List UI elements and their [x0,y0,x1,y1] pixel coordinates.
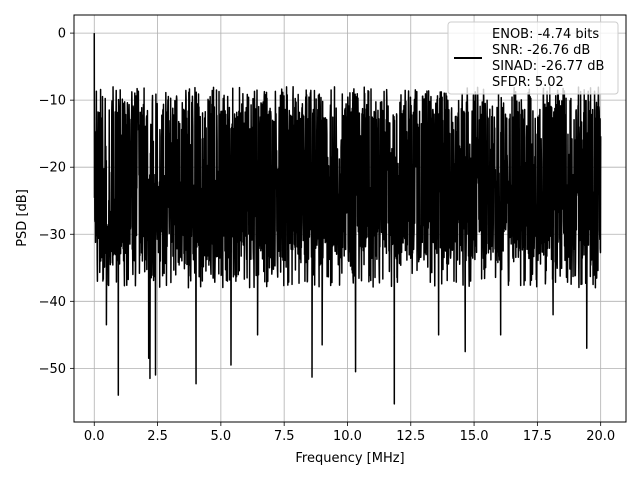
legend-line-snr: SNR: -26.76 dB [492,43,590,58]
y-axis-label: PSD [dB] [15,189,30,247]
y-tick-label: −10 [39,94,66,109]
y-tick-label: −40 [39,295,66,310]
y-axis: 0 −10 −20 −30 −40 −50 [39,27,74,377]
legend: ENOB: -4.74 bits SNR: -26.76 dB SINAD: -… [447,21,619,95]
y-tick-label: −50 [39,362,66,377]
legend-line-sfdr: SFDR: 5.02 [492,75,564,90]
legend-box [447,21,619,95]
x-axis-label: Frequency [MHz] [295,451,404,466]
psd-series-line [93,33,602,405]
x-tick-label: 17.5 [523,429,552,444]
x-tick-label: 10.0 [333,429,362,444]
x-axis: 0.0 2.5 5.0 7.5 10.0 12.5 15.0 17.5 20.0 [84,422,615,444]
x-tick-label: 0.0 [84,429,105,444]
x-tick-label: 20.0 [586,429,615,444]
x-tick-label: 2.5 [147,429,168,444]
legend-line-sinad: SINAD: -26.77 dB [492,59,604,74]
series-layer [93,33,602,405]
y-tick-label: −30 [39,228,66,243]
x-tick-label: 15.0 [460,429,489,444]
x-tick-label: 5.0 [211,429,232,444]
x-tick-label: 7.5 [274,429,295,444]
plot-frame [73,14,627,423]
y-tick-label: −20 [39,161,66,176]
legend-line-enob: ENOB: -4.74 bits [492,27,599,42]
x-tick-label: 12.5 [396,429,425,444]
y-tick-label: 0 [58,27,66,42]
